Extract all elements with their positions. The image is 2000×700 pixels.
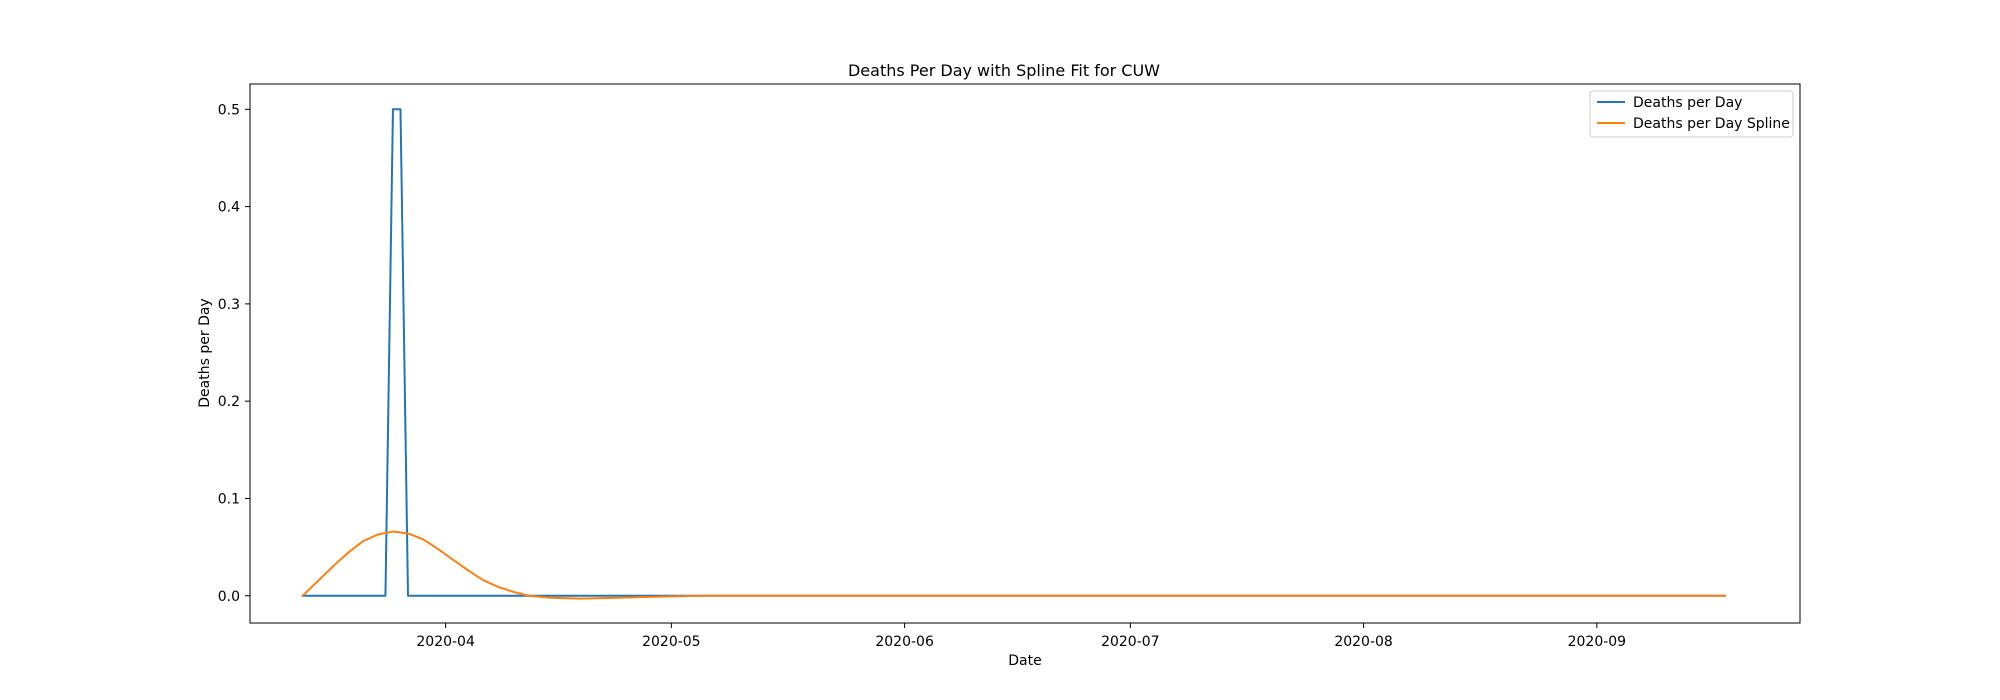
- legend-label: Deaths per Day: [1633, 95, 1742, 111]
- legend-box: [1589, 90, 1794, 138]
- x-axis: 2020-04 2020-05 2020-06 2020-07 2020-08 2020-…: [416, 623, 1626, 650]
- plot-series-layer: [301, 108, 1726, 600]
- y-tick-label: 0.0: [218, 589, 240, 605]
- x-tick-label: 2020-04: [416, 634, 475, 650]
- series-line-2: [301, 530, 1726, 600]
- y-tick-label: 0.1: [218, 491, 240, 507]
- y-tick-label: 0.3: [218, 297, 240, 313]
- x-tick-label: 2020-06: [875, 634, 934, 650]
- y-tick-label: 0.2: [218, 394, 240, 410]
- x-tick-label: 2020-09: [1568, 634, 1627, 650]
- plot-frame: [249, 83, 1801, 624]
- y-tick-label: 0.4: [218, 200, 240, 216]
- x-tick-label: 2020-07: [1101, 634, 1160, 650]
- y-axis: 0.0 0.1 0.2 0.3 0.4 0.5: [218, 102, 250, 605]
- chart-title: Deaths Per Day with Spline Fit for CUW: [848, 61, 1160, 80]
- series-line-1: [301, 108, 1726, 597]
- x-axis-label: Date: [1008, 653, 1041, 669]
- x-tick-label: 2020-05: [642, 634, 701, 650]
- x-tick-label: 2020-08: [1334, 634, 1393, 650]
- y-axis-label: Deaths per Day: [197, 298, 213, 407]
- y-tick-label: 0.5: [218, 102, 240, 118]
- legend: Deaths per Day Deaths per Day Spline: [1589, 90, 1794, 138]
- legend-label: Deaths per Day Spline: [1633, 116, 1790, 132]
